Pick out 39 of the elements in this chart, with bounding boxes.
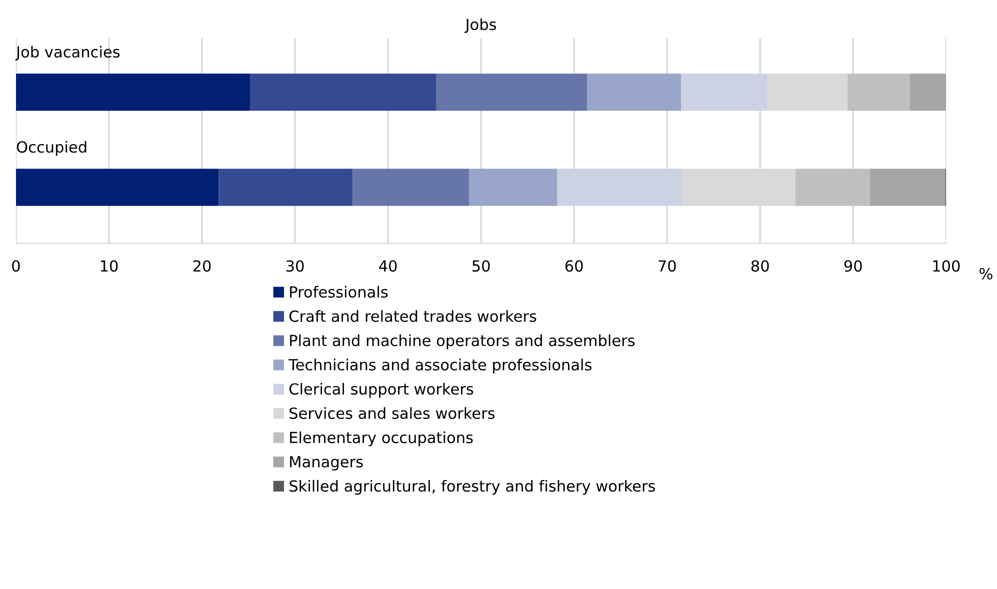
bar: [848, 74, 910, 111]
bar: [870, 168, 946, 206]
legend-label: Services and sales workers: [290, 407, 495, 420]
y-tick-label: Job vacancies: [15, 46, 120, 60]
legend-label: Elementary occupations: [290, 431, 473, 446]
y-tick-label: Occupied: [16, 140, 86, 156]
x-tick-label: 30: [286, 260, 304, 272]
bar: [910, 74, 946, 111]
legend-label: Clerical support workers: [289, 382, 474, 398]
chart-title: Jobs: [464, 18, 496, 34]
bar: [587, 74, 682, 111]
bar: [681, 74, 768, 111]
bar: [768, 74, 848, 111]
x-tick-label: 10: [100, 260, 118, 272]
x-tick-label: 100: [933, 260, 960, 272]
x-tick-label: 0: [12, 260, 20, 272]
bar: [795, 168, 870, 206]
x-tick-label: 40: [379, 260, 397, 272]
bar: [16, 168, 219, 206]
legend-label: Craft and related trades workers: [289, 310, 536, 322]
x-axis-title: %: [980, 268, 992, 280]
bar: [352, 168, 469, 206]
x-tick-label: 80: [751, 260, 769, 272]
bar: [16, 74, 250, 111]
x-tick-label: 60: [565, 260, 583, 272]
legend-label: Professionals: [290, 286, 388, 298]
x-tick-label: 90: [844, 260, 862, 272]
bar: [436, 74, 588, 111]
bar: [250, 74, 436, 111]
bar: [218, 168, 353, 206]
x-tick-label: 50: [472, 260, 490, 272]
legend-label: Plant and machine operators and assemblers: [290, 334, 635, 350]
x-tick-label: 20: [193, 260, 211, 272]
legend-label: Skilled agricultural, forestry and fishery workers: [290, 480, 655, 495]
legend-label: Managers: [290, 456, 363, 470]
x-tick-label: 70: [658, 260, 676, 272]
bar: [468, 168, 558, 206]
bar: [557, 168, 682, 206]
legend-label: Technicians and associate professionals: [288, 358, 592, 374]
